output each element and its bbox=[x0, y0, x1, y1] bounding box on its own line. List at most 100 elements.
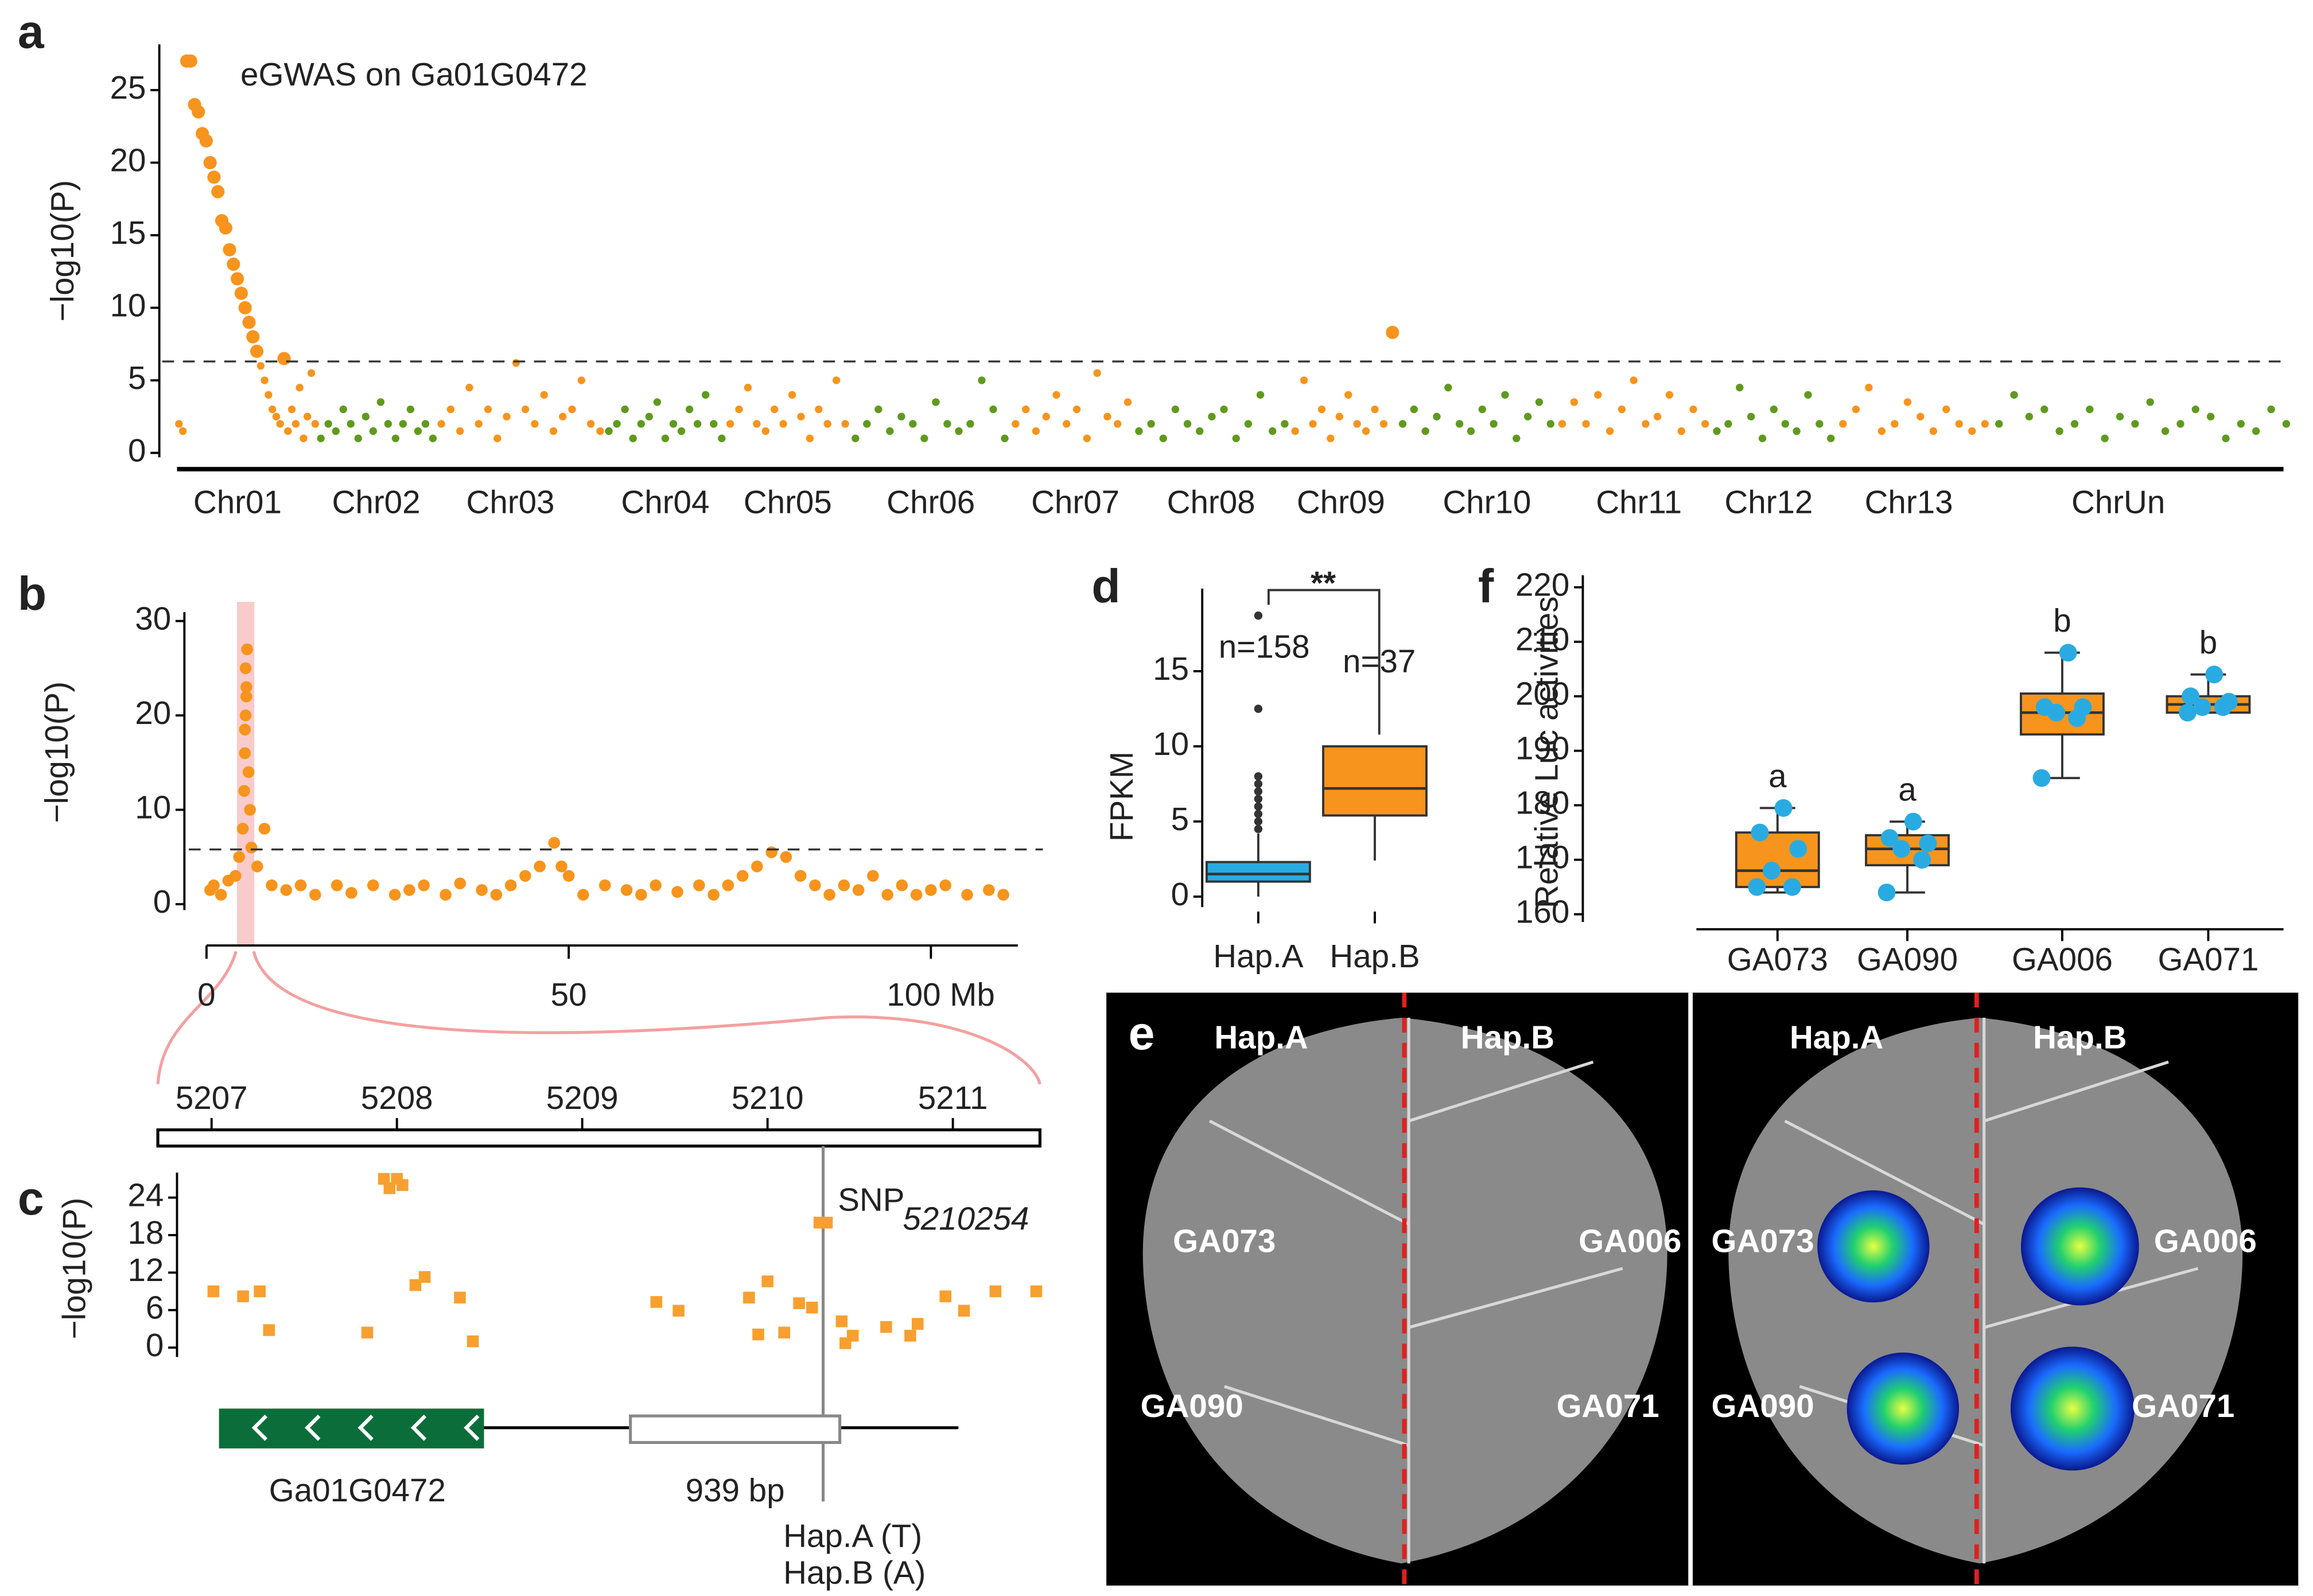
snp-point bbox=[1232, 434, 1240, 442]
snp-point bbox=[383, 1182, 396, 1194]
region-label: 939 bp bbox=[686, 1472, 785, 1508]
data-point bbox=[1877, 883, 1896, 902]
snp-point bbox=[192, 105, 205, 119]
snp-point bbox=[465, 383, 473, 392]
snp-point bbox=[932, 398, 940, 406]
panel-label: a bbox=[18, 6, 45, 59]
snp-point bbox=[199, 134, 213, 148]
snp-point bbox=[605, 427, 613, 435]
snp-point bbox=[1467, 427, 1475, 435]
snp-point bbox=[1362, 427, 1370, 435]
snp-point bbox=[2131, 420, 2139, 428]
outlier bbox=[1254, 704, 1263, 713]
snp-point bbox=[1072, 405, 1081, 414]
snp-point bbox=[414, 427, 422, 435]
chromosome-label: Chr01 bbox=[193, 484, 282, 520]
snp-point bbox=[823, 889, 835, 901]
snp-point bbox=[989, 405, 997, 414]
snp-point bbox=[693, 879, 705, 892]
snp-point bbox=[238, 785, 250, 797]
snp-point bbox=[239, 662, 252, 675]
snp-point bbox=[1852, 405, 1860, 414]
panel-label: f bbox=[1478, 560, 1494, 613]
snp-point bbox=[1147, 420, 1155, 428]
snp-point bbox=[1309, 420, 1317, 428]
snp-point bbox=[1523, 412, 1532, 421]
snp-point bbox=[718, 434, 726, 442]
snp-point bbox=[1093, 369, 1101, 377]
snp-point bbox=[809, 879, 821, 892]
snp-point bbox=[838, 879, 850, 892]
chromosome-label: Chr06 bbox=[887, 484, 975, 520]
y-tick-label: 24 bbox=[127, 1177, 164, 1213]
data-point bbox=[1789, 840, 1807, 858]
y-tick-label: 180 bbox=[1515, 785, 1569, 821]
y-axis-label: −log10(P) bbox=[56, 1198, 92, 1340]
data-point bbox=[1748, 878, 1766, 896]
snp-point bbox=[534, 861, 546, 873]
snp-point bbox=[240, 690, 252, 703]
snp-point bbox=[677, 427, 686, 435]
snp-point bbox=[966, 420, 974, 428]
snp-point bbox=[1032, 427, 1040, 435]
snp-point bbox=[1630, 376, 1638, 384]
snp-point bbox=[2161, 427, 2170, 435]
snp-point bbox=[1689, 405, 1697, 414]
snp-point bbox=[925, 884, 937, 896]
snp-point bbox=[707, 889, 720, 901]
snp-point bbox=[702, 391, 710, 399]
snp-point bbox=[1021, 405, 1030, 414]
snp-point bbox=[2086, 405, 2094, 414]
snp-point bbox=[304, 412, 312, 421]
haplotype-label: Hap.B (A) bbox=[783, 1555, 926, 1591]
chromosome-label: Chr04 bbox=[621, 484, 709, 520]
snp-point bbox=[761, 427, 769, 435]
snp-point bbox=[331, 879, 343, 892]
chromosome-label: Chr13 bbox=[1865, 484, 1953, 520]
snp-point bbox=[1877, 427, 1886, 435]
chromosome-label: Chr02 bbox=[332, 484, 421, 520]
snp-point bbox=[378, 1173, 390, 1185]
snp-point bbox=[744, 383, 752, 392]
snp-point bbox=[1159, 434, 1167, 442]
snp-point bbox=[418, 879, 430, 892]
snp-point bbox=[806, 434, 814, 442]
snp-point bbox=[361, 1326, 374, 1339]
snp-point bbox=[1804, 391, 1812, 399]
snp-point bbox=[2267, 405, 2275, 414]
snp-point bbox=[239, 723, 251, 735]
photo-label: GA073 bbox=[1173, 1223, 1276, 1259]
chromosome-label: Chr05 bbox=[744, 484, 832, 520]
significance-bracket bbox=[1267, 589, 1381, 735]
snp-point bbox=[240, 681, 252, 693]
snp-point bbox=[1344, 391, 1352, 399]
snp-point bbox=[437, 420, 445, 428]
snp-point bbox=[1501, 391, 1509, 399]
snp-point bbox=[207, 1285, 220, 1298]
snp-point bbox=[1042, 412, 1050, 421]
snp-point bbox=[2070, 420, 2079, 428]
snp-point bbox=[467, 1335, 479, 1348]
snp-point bbox=[1653, 412, 1662, 421]
n-label: n=158 bbox=[1219, 628, 1310, 664]
snp-point bbox=[1839, 420, 1847, 428]
snp-point bbox=[577, 889, 589, 901]
snp-point bbox=[2191, 405, 2199, 414]
snp-point bbox=[743, 1291, 755, 1304]
y-tick-label: 25 bbox=[110, 69, 146, 106]
y-tick-label: 18 bbox=[127, 1214, 164, 1251]
gene-body bbox=[219, 1408, 484, 1449]
snp-point bbox=[215, 889, 227, 901]
snp-point bbox=[241, 643, 253, 656]
y-tick-label: 160 bbox=[1515, 894, 1569, 930]
snp-point bbox=[296, 383, 304, 392]
snp-point bbox=[254, 1285, 266, 1298]
snp-point bbox=[1942, 405, 1950, 414]
snp-point bbox=[1827, 434, 1835, 442]
photo-label: GA073 bbox=[1712, 1223, 1814, 1259]
snp-point bbox=[1747, 412, 1755, 421]
photo-label: Hap.B bbox=[1461, 1019, 1554, 1056]
snp-point bbox=[361, 412, 370, 421]
y-tick-label: 15 bbox=[110, 215, 146, 251]
photo-label: Hap.A bbox=[1790, 1019, 1883, 1056]
